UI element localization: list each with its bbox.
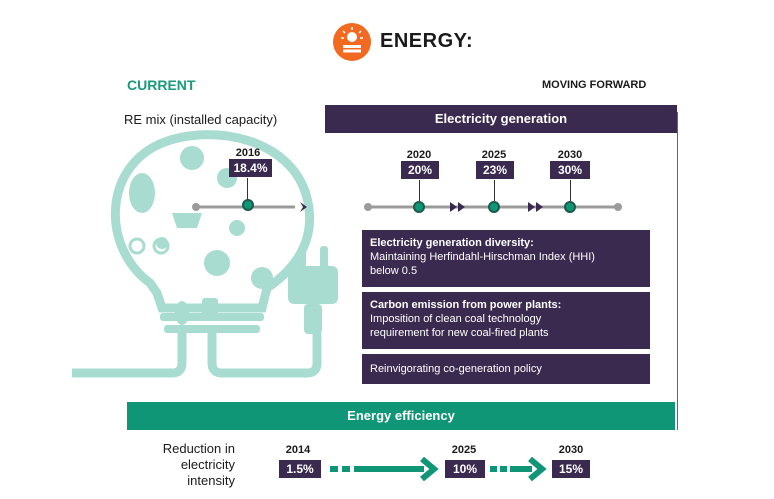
milestone-marker-2025 (488, 201, 500, 213)
milestone-year-2030: 2030 (557, 149, 583, 161)
efficiency-year-2030: 2030 (558, 444, 584, 456)
electricity-generation-banner: Electricity generation (325, 105, 677, 133)
current-year: 2016 (235, 147, 261, 159)
pointer-line-2030 (570, 180, 571, 201)
banner-connector (677, 112, 678, 430)
milestone-value-2020: 20% (401, 161, 439, 179)
efficiency-value-2030: 15% (552, 460, 590, 478)
current-pointer-line (247, 178, 248, 200)
card-line: Imposition of clean coal technology (370, 313, 542, 325)
moving-forward-heading: MOVING FORWARD (542, 79, 647, 91)
label-line: Reduction in (162, 441, 235, 456)
card-cogeneration: Reinvigorating co-generation policy (362, 354, 650, 384)
card-line: below 0.5 (370, 265, 418, 277)
efficiency-value-2025: 10% (445, 460, 485, 478)
re-mix-label: RE mix (installed capacity) (124, 112, 278, 127)
milestone-value-2030: 30% (550, 161, 590, 179)
efficiency-value-2014: 1.5% (279, 460, 321, 478)
lightbulb-illustration (62, 118, 382, 380)
current-marker (242, 199, 254, 211)
current-value-badge: 18.4% (229, 159, 272, 177)
energy-logo-icon (332, 22, 372, 62)
energy-efficiency-banner: Energy efficiency (127, 402, 675, 430)
milestone-value-2025: 23% (476, 161, 514, 179)
milestone-year-2025: 2025 (481, 149, 507, 161)
page-title: ENERGY: (380, 30, 474, 52)
card-generation-diversity: Electricity generation diversity: Mainta… (362, 230, 650, 287)
card-line: requirement for new coal-fired plants (370, 327, 549, 339)
card-line: Maintaining Herfindahl-Hirschman Index (… (370, 251, 595, 263)
milestone-marker-2030 (564, 201, 576, 213)
milestone-year-2020: 2020 (406, 149, 432, 161)
card-title: Electricity generation diversity: (370, 237, 534, 249)
card-carbon-emission: Carbon emission from power plants: Impos… (362, 292, 650, 349)
pointer-line-2020 (419, 180, 420, 201)
label-line: electricity (180, 457, 235, 472)
efficiency-arrow-1 (330, 456, 442, 482)
card-line: Reinvigorating co-generation policy (370, 363, 542, 375)
reduction-intensity-label: Reduction in electricity intensity (130, 441, 235, 489)
pointer-line-2025 (494, 180, 495, 201)
label-line: intensity (187, 473, 235, 488)
efficiency-year-2025: 2025 (451, 444, 477, 456)
card-title: Carbon emission from power plants: (370, 299, 562, 311)
efficiency-year-2014: 2014 (285, 444, 311, 456)
milestone-marker-2020 (413, 201, 425, 213)
efficiency-arrow-2 (490, 456, 548, 482)
current-heading: CURRENT (127, 77, 196, 93)
